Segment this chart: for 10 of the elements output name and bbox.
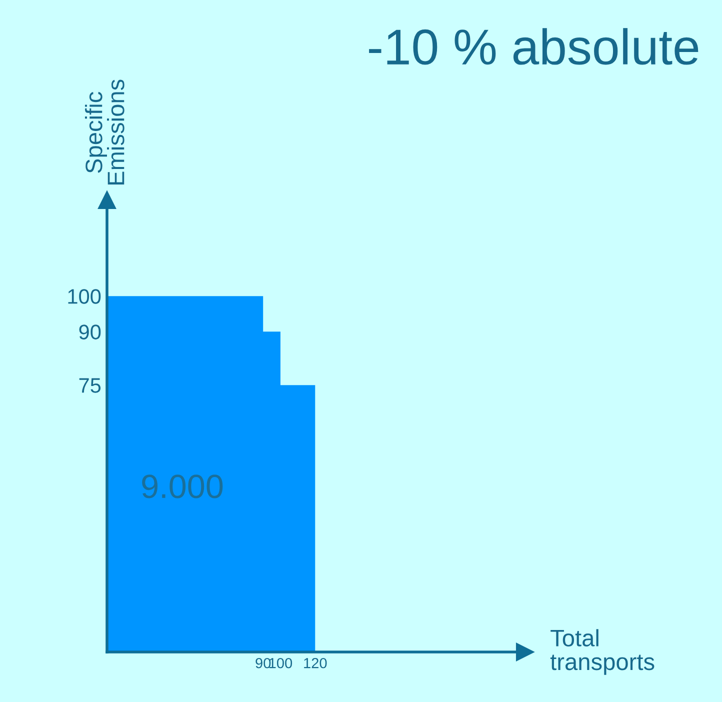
y-axis-title: Specific Emissions — [84, 80, 124, 185]
x-tick-label: 120 — [304, 658, 327, 668]
y-tick-label: 90 — [79, 324, 101, 340]
x-axis-title: Total transports — [550, 629, 654, 675]
y-tick-label: 100 — [68, 289, 101, 304]
y-tick-label: 75 — [79, 378, 101, 393]
x-tick-label: 90 — [256, 658, 271, 668]
x-tick-label: 100 — [269, 658, 292, 668]
annotation: 9.000 — [142, 474, 223, 498]
chart-title: -10 % absolute — [369, 28, 698, 65]
